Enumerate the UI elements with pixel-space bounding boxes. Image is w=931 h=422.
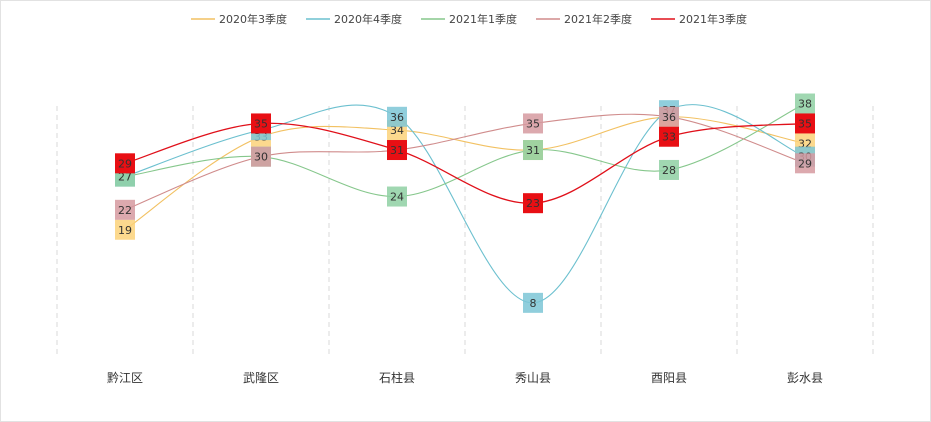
x-tick-label: 武隆区 [243,370,279,385]
data-point: 23 [523,193,543,214]
data-point-marker [795,93,815,114]
data-label: 31 [526,144,540,157]
data-point-marker [387,106,407,127]
data-point: 24 [387,186,407,207]
x-tick-label: 彭水县 [787,371,823,385]
data-label: 28 [662,164,676,177]
data-point-marker [115,199,135,220]
data-label: 33 [662,131,676,144]
data-point-marker [523,140,543,161]
data-point-marker [251,146,271,167]
data-point: 8 [523,292,543,313]
legend-label: 2020年3季度 [219,12,287,26]
series-line-0 [124,116,806,231]
data-point-marker [523,113,543,134]
data-point: 28 [659,159,679,180]
series-line-4 [124,122,806,204]
x-tick-label: 秀山县 [515,371,551,385]
data-point: 35 [251,113,271,134]
data-point: 36 [659,106,679,127]
data-point-marker [115,153,135,174]
x-tick-label: 石柱县 [379,370,415,385]
data-label: 22 [118,204,132,217]
legend-label: 2021年2季度 [564,12,632,26]
data-point: 29 [795,153,815,174]
data-point: 38 [795,93,815,114]
data-point: 30 [251,146,271,167]
data-point-marker [659,126,679,147]
data-point: 31 [523,140,543,161]
series-line-3 [124,113,806,211]
data-point: 19 [115,219,135,240]
x-tick-label: 黔江区 [107,370,143,385]
data-label: 27 [118,171,132,184]
data-point-marker [387,140,407,161]
data-label: 29 [118,157,132,170]
data-label: 34 [390,124,404,137]
data-point-marker [251,113,271,134]
legend-label: 2020年4季度 [334,12,402,26]
data-point: 29 [115,153,135,174]
data-label: 24 [390,191,404,204]
data-label: 8 [530,297,537,310]
data-label: 30 [254,151,268,164]
data-point-marker [795,153,815,174]
data-point-marker [523,292,543,313]
data-point-marker [659,106,679,127]
data-label: 35 [526,117,540,130]
data-point: 35 [795,113,815,134]
data-label: 36 [662,111,676,124]
data-point-marker [795,113,815,134]
data-label: 23 [526,197,540,210]
data-point: 22 [115,199,135,220]
data-label: 19 [118,224,132,237]
x-tick-label: 酉阳县 [651,371,687,385]
data-label: 35 [798,117,812,130]
data-point: 35 [523,113,543,134]
data-label: 38 [798,98,812,111]
data-label: 36 [390,111,404,124]
data-point: 31 [387,140,407,161]
data-label: 35 [254,117,268,130]
data-point-marker [115,219,135,240]
data-label: 29 [798,157,812,170]
data-point-marker [659,159,679,180]
data-point-marker [387,186,407,207]
legend-label: 2021年1季度 [449,12,517,26]
data-point: 33 [659,126,679,147]
legend-label: 2021年3季度 [679,12,747,26]
data-point-marker [523,193,543,214]
data-point: 36 [387,106,407,127]
data-label: 31 [390,144,404,157]
